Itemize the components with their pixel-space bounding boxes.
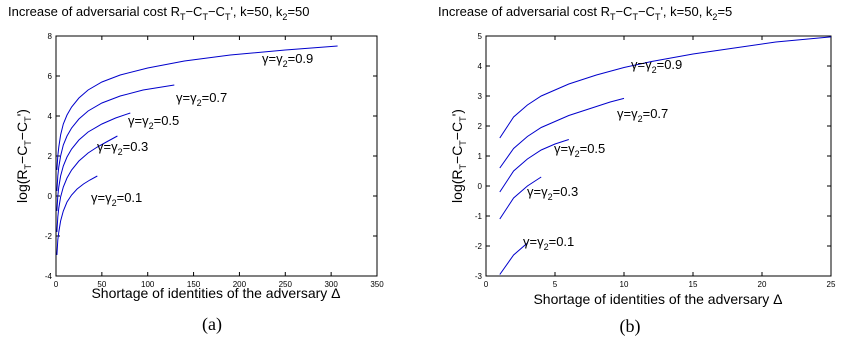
chart-b-y-tick-label: 4 bbox=[478, 62, 483, 71]
chart-b-y-tick-label: 0 bbox=[478, 182, 483, 191]
chart-a-curve-label-09: γ=γ2=0.9 bbox=[262, 51, 313, 69]
chart-b-series-line-3 bbox=[499, 139, 569, 193]
chart-a-title: Increase of adversarial cost RT−CT−CT', … bbox=[8, 4, 310, 22]
chart-a-caption: (a) bbox=[202, 314, 222, 335]
chart-a-x-label: Shortage of identities of the adversary … bbox=[91, 285, 340, 301]
chart-b-y-tick-label: -1 bbox=[475, 212, 483, 221]
chart-a-curve-label-07: γ=γ2=0.7 bbox=[176, 90, 227, 108]
chart-b-y-tick-label: 2 bbox=[478, 122, 483, 131]
chart-a-y-tick-label: -2 bbox=[45, 232, 53, 241]
panel-b: Increase of adversarial cost RT−CT−CT', … bbox=[438, 4, 836, 337]
chart-a-curve-label-01: γ=γ2=0.1 bbox=[91, 190, 142, 208]
chart-b-y-label: log(RT−CT−CT') bbox=[449, 109, 468, 203]
chart-a-ticks: 0 50 100 150 200 250 300 350 -4 -2 0 2 4 6 8 bbox=[45, 32, 384, 289]
chart-a-x-tick-label: 200 bbox=[233, 280, 247, 289]
chart-b-y-tick-label: -2 bbox=[475, 242, 483, 251]
chart-a-y-label: log(RT−CT−CT') bbox=[14, 109, 33, 203]
chart-a-series-line-3 bbox=[56, 112, 131, 212]
chart-b-y-tick-label: 3 bbox=[478, 92, 483, 101]
chart-b-series-line-5 bbox=[499, 36, 832, 139]
chart-a-lines bbox=[56, 45, 338, 256]
chart-a-x-tick-label: 0 bbox=[54, 280, 59, 289]
chart-a-series-line-5 bbox=[56, 45, 338, 171]
chart-b-y-tick-label: 5 bbox=[478, 32, 483, 41]
chart-a-x-tick-label: 350 bbox=[370, 280, 384, 289]
chart-b-y-tick-label: -3 bbox=[475, 272, 483, 281]
chart-b-series-line-1 bbox=[499, 242, 528, 275]
chart-b-x-tick-label: 25 bbox=[827, 280, 836, 289]
chart-b-caption: (b) bbox=[620, 316, 641, 337]
chart-a-x-tick-label: 50 bbox=[97, 280, 106, 289]
chart-a-y-tick-label: 0 bbox=[48, 192, 53, 201]
chart-b-x-tick-label: 5 bbox=[553, 280, 558, 289]
chart-a-series-line-1 bbox=[56, 175, 98, 256]
chart-b-series-line-4 bbox=[499, 97, 625, 169]
chart-b-x-label: Shortage of identities of the adversary … bbox=[533, 291, 782, 307]
chart-b-title: Increase of adversarial cost RT−CT−CT', … bbox=[438, 4, 732, 22]
chart-a-x-tick-label: 150 bbox=[187, 280, 201, 289]
chart-b-curve-label-01: γ=γ2=0.1 bbox=[523, 234, 574, 252]
chart-a-y-tick-label: 6 bbox=[48, 72, 53, 81]
chart-a-frame bbox=[55, 35, 378, 277]
chart-b-series-line-2 bbox=[499, 176, 542, 220]
chart-a-curve-label-03: γ=γ2=0.3 bbox=[97, 139, 148, 157]
chart-a-series-line-4 bbox=[56, 84, 175, 192]
chart-b-ticks: 0 5 10 15 20 25 -3 -2 -1 0 1 2 3 4 5 bbox=[475, 32, 836, 289]
chart-b-curve-label-07: γ=γ2=0.7 bbox=[617, 106, 668, 124]
chart-a-curve-label-05: γ=γ2=0.5 bbox=[128, 113, 179, 131]
chart-b-curve-label-03: γ=γ2=0.3 bbox=[527, 184, 578, 202]
chart-a-x-tick-label: 300 bbox=[324, 280, 338, 289]
chart-b-y-tick-label: 1 bbox=[478, 152, 483, 161]
chart-a-y-tick-label: 8 bbox=[48, 32, 53, 41]
chart-a-series-line-2 bbox=[56, 135, 118, 233]
panel-a: Increase of adversarial cost RT−CT−CT', … bbox=[8, 4, 384, 335]
chart-a-y-tick-label: 4 bbox=[48, 112, 53, 121]
chart-b-lines bbox=[499, 36, 832, 275]
chart-b-x-tick-label: 15 bbox=[689, 280, 698, 289]
chart-b-x-tick-label: 20 bbox=[758, 280, 767, 289]
chart-a-y-tick-label: -4 bbox=[45, 272, 53, 281]
chart-b-curve-label-05: γ=γ2=0.5 bbox=[554, 141, 605, 159]
chart-b-curve-label-09: γ=γ2=0.9 bbox=[631, 57, 682, 75]
chart-a-y-tick-label: 2 bbox=[48, 152, 53, 161]
chart-a-x-tick-label: 250 bbox=[279, 280, 293, 289]
chart-b-x-tick-label: 0 bbox=[484, 280, 489, 289]
chart-a-x-tick-label: 100 bbox=[141, 280, 155, 289]
chart-b-x-tick-label: 10 bbox=[620, 280, 629, 289]
